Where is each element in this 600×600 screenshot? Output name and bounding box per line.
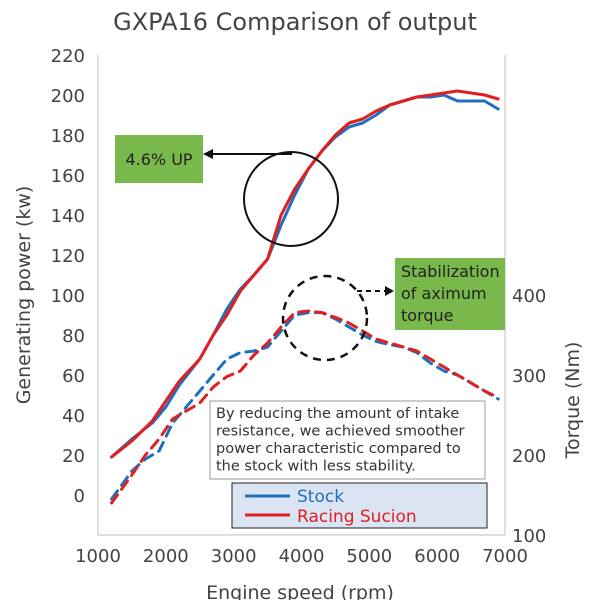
x-tick-label: 4000 (279, 546, 325, 567)
series-line-torque-stock (110, 311, 500, 501)
description-line: the stock with less stability. (216, 459, 416, 475)
y-left-tick-label: 100 (51, 286, 85, 307)
power-gain-text: 4.6% UP (125, 150, 192, 169)
description-box (209, 400, 486, 480)
legend-label-stock: Stock (297, 487, 344, 507)
description-line: resistance, we achieved smoother (216, 424, 464, 440)
torque-note-text: Stabilization of aximum torque (401, 262, 500, 325)
x-tick-label: 7000 (482, 546, 528, 567)
y-left-tick-label: 0 (74, 486, 85, 507)
x-tick-label: 2000 (143, 546, 189, 567)
y-left-tick-label: 40 (62, 406, 85, 427)
x-axis-label: Engine speed (rpm) (206, 582, 394, 600)
y-left-tick-label: 60 (62, 366, 85, 387)
description-line: power characteristic compared to (216, 441, 461, 457)
y-left-tick-label: 200 (51, 86, 85, 107)
power-gain-arrowhead (203, 149, 213, 159)
y-axis-right-ticks: 200 300 400 100 (512, 286, 546, 547)
x-axis-ticks: 1000 2000 3000 4000 5000 6000 7000 (75, 546, 528, 567)
x-tick-label: 1000 (75, 546, 121, 567)
series-line-torque-racing (110, 309, 500, 505)
description-text: By reducing the amount of intake resistan… (216, 406, 464, 475)
series-layer (110, 89, 500, 505)
y-left-tick-label: 140 (51, 206, 85, 227)
x-tick-label: 6000 (414, 546, 460, 567)
y-left-tick-label: 180 (51, 126, 85, 147)
legend-label-racing: Racing Sucion (297, 507, 417, 527)
x-tick-label: 3000 (211, 546, 257, 567)
torque-circle (281, 274, 369, 362)
y-left-tick-label: 160 (51, 166, 85, 187)
y-right-tick-label: 400 (512, 286, 546, 307)
torque-note-line: of aximum (401, 284, 487, 303)
y-axis-left-label: Generating power (kw) (13, 186, 35, 405)
y-left-tick-label: 220 (51, 46, 85, 67)
y-left-tick-label: 80 (62, 326, 85, 347)
description-line: By reducing the amount of intake (216, 406, 459, 422)
power-gain-box (115, 135, 203, 183)
y-axis-left-ticks: 0 20 40 60 80 100 120 140 160 180 200 220 (51, 46, 85, 507)
torque-note-line: torque (401, 306, 454, 325)
torque-arrowhead (385, 286, 394, 296)
y-right-tick-label: 300 (512, 366, 546, 387)
y-right-tick-label: 100 (512, 526, 546, 547)
y-right-tick-label: 200 (512, 446, 546, 467)
series-line-power-racing (110, 89, 500, 459)
legend-box (231, 482, 488, 529)
y-left-tick-label: 20 (62, 446, 85, 467)
power-gain-circle (243, 151, 339, 247)
chart-title: GXPA16 Comparison of output (113, 8, 477, 36)
y-axis-right-label: Torque (Nm) (562, 342, 584, 460)
y-left-tick-label: 120 (51, 246, 85, 267)
x-tick-label: 5000 (346, 546, 392, 567)
torque-note-box (395, 258, 505, 330)
torque-note-line: Stabilization (401, 262, 500, 281)
